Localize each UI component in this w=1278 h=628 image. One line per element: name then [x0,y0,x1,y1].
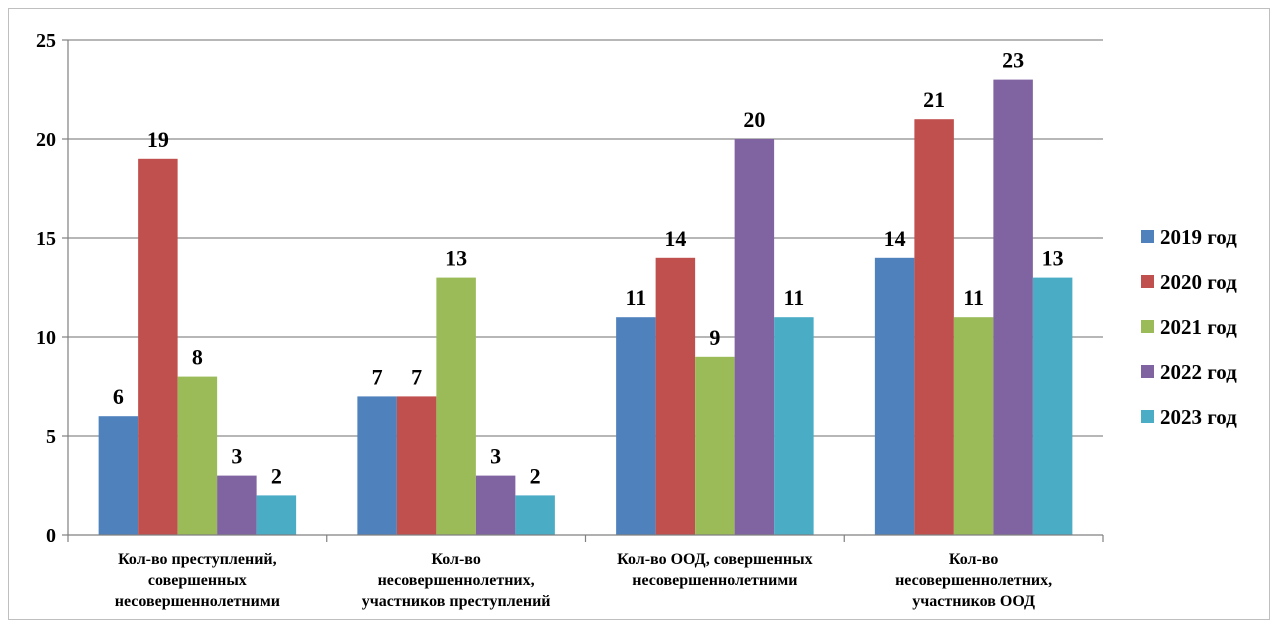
y-tick-label: 0 [46,525,56,547]
legend-label: 2020 год [1160,270,1237,294]
bar-2021-год-cat2 [436,277,476,535]
legend-swatch [1141,230,1154,243]
data-label: 23 [1002,48,1024,73]
data-label: 9 [709,325,720,350]
x-tick-label: Кол-во преступлений, совершенных несоверше… [115,551,280,610]
data-label: 21 [923,87,945,112]
x-tick-label: Кол-во ООД, совершенных несовершеннолетни… [617,551,812,589]
legend-label: 2021 год [1160,315,1237,339]
bar-2023-год-cat3 [774,317,814,535]
data-label: 13 [1042,246,1064,271]
data-label: 3 [490,444,501,469]
data-label: 8 [192,345,203,370]
bar-2023-год-cat4 [1032,277,1073,535]
bar-2019-год-cat1 [98,416,139,535]
legend-swatch [1141,320,1154,333]
bar-2019-год-cat2 [357,396,397,535]
bars [98,79,1073,536]
bar-2019-год-cat4 [874,257,915,535]
data-label: 6 [113,384,124,409]
bar-2021-год-cat1 [177,376,218,535]
legend: 2019 год 2020 год 2021 год 2022 год 2023 год [1141,225,1237,429]
legend-swatch [1141,410,1154,423]
legend-label: 2022 год [1160,360,1237,384]
bar-2020-год-cat3 [655,257,696,535]
legend-label: 2019 год [1160,225,1237,249]
data-label: 11 [625,285,646,310]
data-label: 11 [783,285,804,310]
y-tick-label: 25 [36,30,56,52]
y-tick-label: 10 [36,327,56,349]
bar-2020-год-cat1 [138,158,178,536]
x-tick-label: Кол-во несовершеннолетних, участников ООД [895,551,1052,610]
data-label: 7 [411,364,422,389]
bar-2020-год-cat4 [914,119,954,535]
y-tick-label: 20 [36,129,56,151]
bar-2022-год-cat1 [217,475,257,535]
data-label: 20 [743,107,765,132]
data-label: 11 [963,285,984,310]
bar-2021-год-cat4 [953,317,994,535]
bar-2022-год-cat4 [993,79,1033,535]
data-label: 14 [884,226,906,251]
legend-swatch [1141,365,1154,378]
y-tick-label: 15 [36,228,56,250]
data-label: 13 [445,246,467,271]
labels: 0 5 10 15 20 25 6 19 8 3 2 Кол-во преступлений, сове… [36,30,1064,610]
data-label: 3 [231,444,242,469]
bar-2021-год-cat3 [695,356,735,535]
legend-swatch [1141,275,1154,288]
bar-2020-год-cat2 [396,396,437,535]
bar-2019-год-cat3 [616,317,656,535]
bar-2022-год-cat2 [475,475,516,535]
bar-2022-год-cat3 [734,139,775,535]
data-label: 2 [530,463,541,488]
data-label: 2 [271,463,282,488]
legend-label: 2023 год [1160,405,1237,429]
data-label: 19 [147,127,169,152]
x-tick-label: Кол-во несовершеннолетних, участников прес… [362,551,551,610]
bar-2023-год-cat1 [256,495,297,535]
data-label: 7 [372,364,383,389]
bar-2023-год-cat2 [515,495,555,535]
y-tick-label: 5 [46,426,56,448]
data-label: 14 [664,226,686,251]
axes [62,39,1104,542]
